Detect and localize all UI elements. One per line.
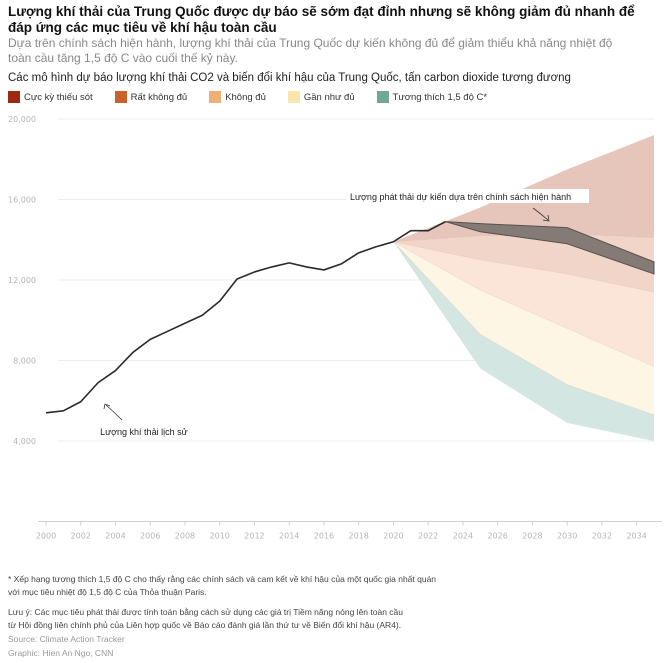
note-line: Lưu ý: Các mục tiêu phát thải được tính …	[8, 607, 403, 617]
x-tick-label: 2022	[418, 532, 438, 541]
annotation-current-policy: Lượng phát thải dự kiến dựa trên chính s…	[350, 192, 571, 202]
annotation-arrow-historical	[105, 404, 123, 421]
y-tick-label: 4,000	[13, 437, 36, 446]
arrowhead-icon	[103, 403, 111, 410]
source-credit: Source: Climate Action Tracker	[8, 634, 125, 644]
x-tick-label: 2002	[71, 532, 91, 541]
annotation-historical: Lượng khí thải lịch sử	[100, 427, 188, 437]
chart: 2000 2002 2004 2006 2008 2010 2012 2014 2016 2018…	[8, 115, 662, 541]
legend-item-highly-insufficient: Rất không đủ	[114, 91, 188, 103]
legend-swatch	[209, 91, 222, 103]
legend-swatch	[376, 91, 389, 103]
legend-item-insufficient: Không đủ	[209, 91, 266, 103]
x-tick-label: 2020	[383, 532, 403, 541]
legend-label: Tương thích 1,5 độ C*	[392, 91, 488, 103]
x-tick-label: 2032	[592, 532, 612, 541]
x-tick-label: 2012	[244, 532, 264, 541]
y-axis-labels: 4,000 8,000 12,000 16,000 20,000	[8, 115, 36, 446]
legend-label: Rất không đủ	[130, 91, 188, 103]
x-tick-label: 2024	[453, 532, 473, 541]
annotation-background	[347, 189, 589, 203]
y-tick-label: 8,000	[13, 357, 36, 366]
x-tick-label: 2014	[279, 532, 299, 541]
legend-swatch	[114, 91, 127, 103]
chart-title: Các mô hình dự báo lượng khí thải CO2 và…	[8, 72, 571, 84]
arrowhead-icon	[542, 214, 550, 222]
legend-label: Không đủ	[225, 91, 266, 103]
annotations: Lượng khí thải lịch sử Lượng phát thải dự…	[100, 189, 589, 437]
y-tick-label: 20,000	[8, 115, 36, 124]
band-4	[393, 241, 654, 415]
x-tick-label: 2026	[487, 532, 507, 541]
x-tick-label: 2008	[175, 532, 195, 541]
x-tick-label: 2018	[349, 532, 369, 541]
footnote-line: với mục tiêu nhiệt độ 1,5 độ C của Thỏa …	[8, 587, 207, 597]
x-tick-label: 2000	[36, 532, 56, 541]
current-policy-band	[445, 221, 655, 275]
x-tick-label: 2028	[522, 532, 542, 541]
annotation-arrow-policy	[532, 207, 549, 221]
x-tick-label: 2034	[626, 532, 646, 541]
legend-label: Cực kỳ thiếu sót	[24, 91, 93, 103]
band-3	[393, 241, 654, 367]
legend-item-almost-sufficient: Gần như đủ	[287, 91, 355, 103]
note: Lưu ý: Các mục tiêu phát thải được tính …	[8, 606, 648, 632]
band-1	[393, 135, 654, 242]
legend-swatch	[287, 91, 300, 103]
footnote: * Xếp hạng tương thích 1,5 độ C cho thấy…	[8, 573, 648, 599]
band-boundary	[393, 241, 655, 293]
legend: Cực kỳ thiếu sót Rất không đủ Không đủ G…	[8, 91, 509, 103]
y-tick-label: 12,000	[8, 276, 36, 285]
legend-item-extremely-insufficient: Cực kỳ thiếu sót	[8, 91, 93, 103]
footnote-line: * Xếp hạng tương thích 1,5 độ C cho thấy…	[8, 574, 437, 584]
historical-emissions-line	[45, 220, 446, 414]
page-title: Lượng khí thải của Trung Quốc được dự bá…	[8, 4, 635, 35]
x-tick-label: 2030	[557, 532, 577, 541]
page-subtitle: Dựa trên chính sách hiện hành, lượng khí…	[8, 36, 613, 65]
legend-item-1-5c-compatible: Tương thích 1,5 độ C*	[376, 91, 488, 103]
x-axis: 2000 2002 2004 2006 2008 2010 2012 2014 2016 2018…	[36, 521, 662, 541]
band-5	[393, 241, 654, 441]
historical-line	[45, 220, 446, 414]
band-boundary	[393, 241, 655, 367]
legend-label: Gần như đủ	[303, 91, 355, 103]
legend-swatch	[8, 91, 20, 103]
x-tick-label: 2004	[105, 532, 125, 541]
x-tick-label: 2006	[140, 532, 160, 541]
graphic-credit: Graphic: Hien An Ngo, CNN	[8, 648, 114, 658]
band-boundary	[393, 241, 655, 416]
projection-bands	[393, 135, 655, 441]
current-policy-area	[445, 221, 655, 275]
note-line: từ Hội đồng liên chính phủ của Liên hợp …	[8, 620, 402, 630]
x-tick-label: 2016	[314, 532, 334, 541]
y-tick-label: 16,000	[8, 196, 36, 205]
x-tick-label: 2010	[210, 532, 230, 541]
